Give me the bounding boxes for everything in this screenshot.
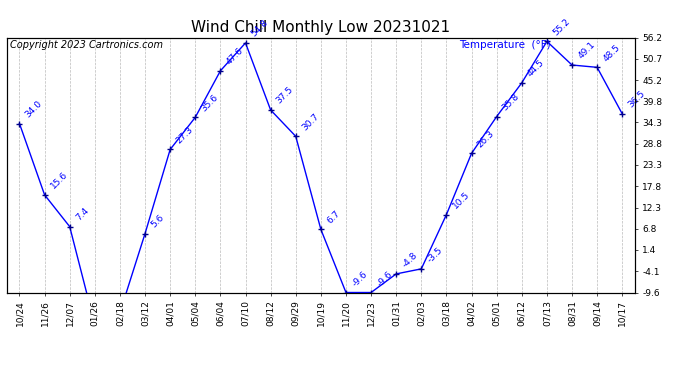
Text: 37.5: 37.5 — [275, 85, 295, 106]
Text: 34.0: 34.0 — [23, 99, 44, 119]
Text: Copyright 2023 Cartronics.com: Copyright 2023 Cartronics.com — [10, 40, 163, 50]
Text: Temperature  (°F): Temperature (°F) — [459, 40, 551, 50]
Text: -14.8: -14.8 — [0, 374, 1, 375]
Text: 27.3: 27.3 — [175, 125, 195, 146]
Text: 44.5: 44.5 — [526, 58, 546, 79]
Text: 54.8: 54.8 — [250, 18, 270, 39]
Text: 49.1: 49.1 — [576, 40, 597, 61]
Text: 6.7: 6.7 — [325, 209, 342, 225]
Text: 35.6: 35.6 — [199, 93, 220, 113]
Text: -4.8: -4.8 — [400, 251, 419, 270]
Title: Wind Chill Monthly Low 20231021: Wind Chill Monthly Low 20231021 — [191, 20, 451, 35]
Text: 30.7: 30.7 — [300, 111, 320, 132]
Text: 10.5: 10.5 — [451, 190, 471, 210]
Text: 15.6: 15.6 — [49, 170, 69, 190]
Text: -9.6: -9.6 — [350, 270, 369, 288]
Text: 7.4: 7.4 — [74, 206, 90, 222]
Text: -9.6: -9.6 — [375, 270, 394, 288]
Text: 26.3: 26.3 — [475, 129, 496, 149]
Text: 48.5: 48.5 — [601, 43, 622, 63]
Text: 36.5: 36.5 — [627, 89, 647, 110]
Text: 55.2: 55.2 — [551, 17, 571, 37]
Text: 47.6: 47.6 — [224, 46, 245, 67]
Text: 35.8: 35.8 — [501, 92, 522, 112]
Text: -17.9: -17.9 — [0, 374, 1, 375]
Text: 5.6: 5.6 — [149, 213, 166, 230]
Text: -3.5: -3.5 — [426, 246, 444, 265]
